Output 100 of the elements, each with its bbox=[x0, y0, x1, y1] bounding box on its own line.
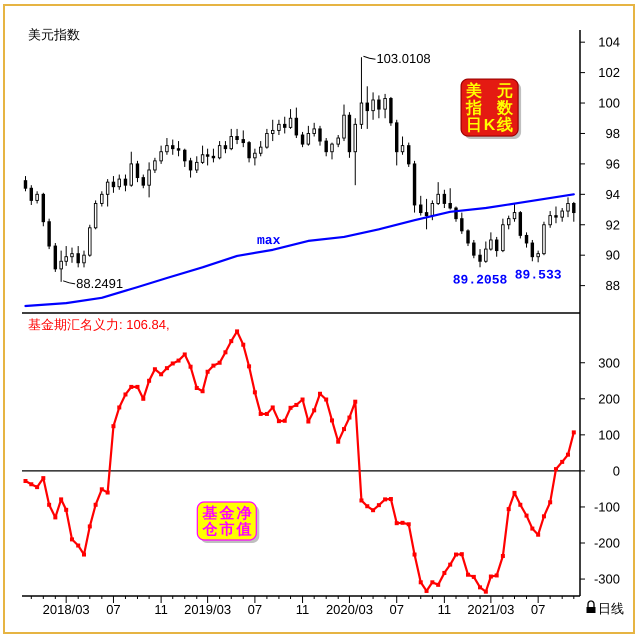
candlestick bbox=[518, 210, 522, 239]
candlestick bbox=[560, 208, 564, 222]
y-tick-label: 0 bbox=[612, 463, 620, 478]
y-tick-label: 88 bbox=[606, 278, 620, 294]
y-tick-label: 90 bbox=[606, 248, 620, 263]
candlestick bbox=[294, 107, 298, 139]
y-tick-label: 96 bbox=[606, 156, 620, 172]
candlestick bbox=[70, 247, 74, 264]
candlestick bbox=[153, 157, 157, 174]
candlestick bbox=[360, 56, 364, 130]
y-tick-label: 100 bbox=[598, 427, 620, 442]
candlestick bbox=[106, 178, 110, 207]
annotation: 基金净仓市值 bbox=[201, 505, 252, 538]
candlestick bbox=[419, 195, 422, 216]
candlestick bbox=[548, 210, 552, 228]
annotation: 103.0108 bbox=[376, 51, 431, 66]
candlestick bbox=[536, 250, 540, 263]
candlestick bbox=[472, 239, 476, 259]
candlestick bbox=[312, 122, 316, 138]
candlestick bbox=[212, 148, 216, 163]
x-tick-label: 2019/03 bbox=[184, 602, 232, 617]
x-tick-label: 2018/03 bbox=[42, 602, 90, 617]
candlestick bbox=[554, 206, 558, 224]
annotation: 89.2058 bbox=[452, 272, 508, 288]
y-tick-label: 100 bbox=[598, 96, 620, 111]
x-tick-label: 2020/03 bbox=[326, 602, 373, 617]
candlestick bbox=[30, 184, 34, 206]
candlestick bbox=[383, 93, 387, 119]
candlestick bbox=[506, 215, 510, 230]
candlestick bbox=[572, 201, 576, 222]
candlestick bbox=[242, 130, 245, 148]
candlestick bbox=[112, 176, 116, 194]
candlestick bbox=[218, 140, 222, 160]
candlestick bbox=[324, 138, 328, 157]
candlestick bbox=[142, 174, 145, 189]
x-tick-label: 2021/03 bbox=[467, 602, 514, 617]
candlestick bbox=[283, 116, 286, 134]
y-tick-label: -100 bbox=[594, 499, 620, 514]
y-tick-label: 300 bbox=[598, 355, 620, 370]
candlestick bbox=[306, 125, 310, 146]
candlestick bbox=[76, 246, 80, 268]
x-tick-label: 11 bbox=[154, 602, 168, 617]
candlestick bbox=[430, 200, 434, 221]
candlestick bbox=[171, 139, 174, 156]
candlestick bbox=[253, 148, 257, 166]
y-tick-label: -300 bbox=[594, 572, 620, 587]
chart-title: 美元指数 bbox=[28, 27, 80, 42]
candlestick bbox=[24, 176, 28, 192]
candlestick bbox=[271, 119, 274, 142]
x-tick-label: 07 bbox=[106, 602, 121, 617]
candlestick bbox=[407, 142, 410, 168]
candlestick bbox=[230, 128, 233, 151]
candlestick bbox=[183, 148, 186, 168]
series-label: max bbox=[257, 232, 281, 248]
candlestick bbox=[100, 190, 104, 207]
candlestick bbox=[54, 242, 58, 272]
candlestick bbox=[448, 188, 452, 210]
candlestick bbox=[224, 140, 228, 154]
y-tick-label: 94 bbox=[606, 186, 620, 202]
text: 日线 bbox=[598, 601, 624, 616]
candlestick bbox=[247, 140, 251, 163]
candlestick bbox=[424, 198, 428, 230]
y-tick-label: 98 bbox=[606, 126, 620, 141]
y-tick-label: -200 bbox=[594, 536, 620, 551]
y-tick-label: 104 bbox=[598, 34, 620, 50]
line-series bbox=[24, 193, 575, 308]
y-tick-label: 102 bbox=[598, 65, 620, 80]
candlestick bbox=[336, 134, 340, 148]
candlestick bbox=[188, 157, 192, 178]
annotation: 89.533 bbox=[514, 267, 562, 282]
candlestick bbox=[371, 92, 375, 120]
candlestick bbox=[494, 236, 498, 258]
candlestick bbox=[460, 212, 464, 234]
candlestick bbox=[300, 131, 304, 148]
candlestick bbox=[366, 86, 369, 130]
candlestick bbox=[566, 196, 570, 218]
candlestick bbox=[147, 162, 151, 198]
candlestick bbox=[377, 94, 381, 119]
candlestick bbox=[130, 151, 133, 188]
candlestick bbox=[330, 142, 334, 160]
y-tick-label: 200 bbox=[598, 391, 620, 406]
x-tick-label: 07 bbox=[389, 602, 404, 617]
candlestick bbox=[277, 119, 281, 136]
candlestick bbox=[235, 128, 239, 145]
candlestick bbox=[265, 128, 269, 150]
candlestick bbox=[82, 250, 86, 268]
candlestick bbox=[195, 156, 198, 174]
candlestick bbox=[436, 182, 440, 206]
x-tick-label: 11 bbox=[296, 602, 310, 617]
candlestick bbox=[118, 174, 121, 190]
x-tick-label: 11 bbox=[438, 602, 452, 617]
candlestick bbox=[442, 189, 446, 209]
y-tick-label: 92 bbox=[606, 217, 620, 232]
x-tick-label: 07 bbox=[530, 602, 546, 617]
candlestick bbox=[124, 174, 128, 192]
candlestick bbox=[524, 232, 528, 248]
annotation: 88.2491 bbox=[76, 276, 124, 291]
candlestick bbox=[288, 108, 292, 130]
annotation: 美元指数日K线 bbox=[465, 81, 514, 134]
candlestick bbox=[176, 140, 180, 157]
